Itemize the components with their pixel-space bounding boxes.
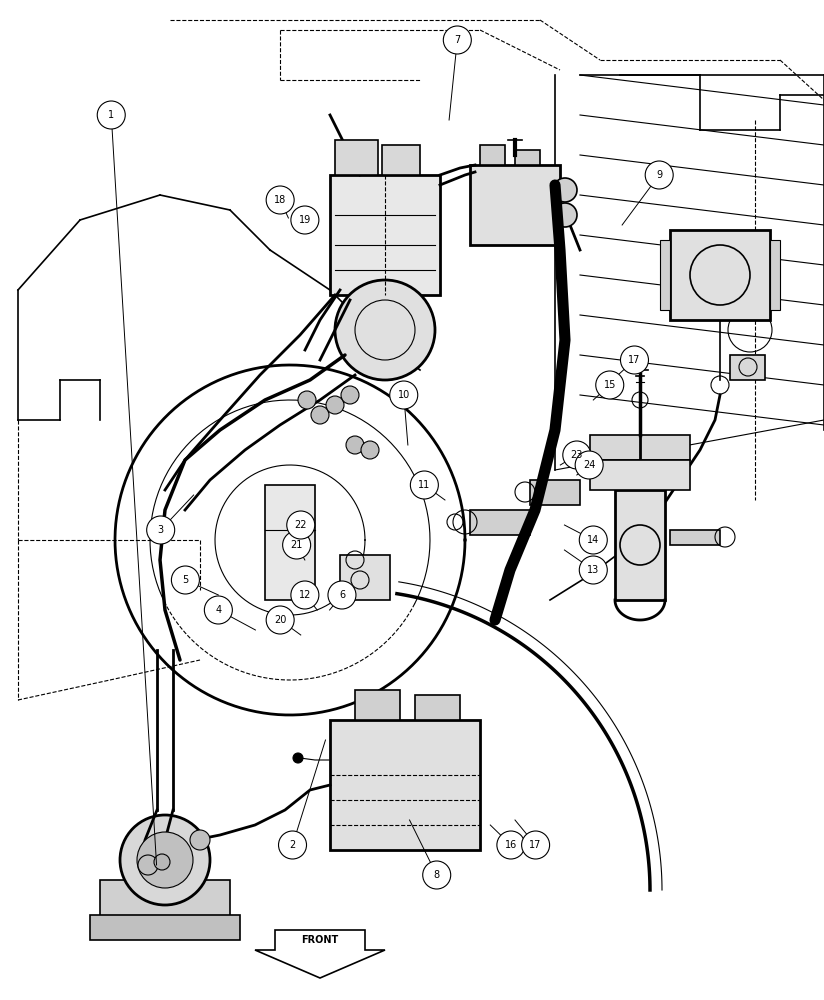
Polygon shape (90, 915, 240, 940)
Polygon shape (730, 355, 765, 380)
Text: 3: 3 (157, 525, 164, 535)
Text: 6: 6 (339, 590, 345, 600)
Circle shape (645, 161, 673, 189)
Text: 13: 13 (588, 565, 599, 575)
Polygon shape (670, 230, 770, 320)
Polygon shape (660, 240, 670, 310)
Text: 24: 24 (583, 460, 596, 470)
Circle shape (328, 581, 356, 609)
Text: 8: 8 (433, 870, 440, 880)
Circle shape (138, 855, 158, 875)
Text: 16: 16 (505, 840, 517, 850)
Polygon shape (590, 435, 690, 460)
Circle shape (293, 753, 303, 763)
Circle shape (423, 861, 451, 889)
Text: 11: 11 (419, 480, 430, 490)
Polygon shape (355, 690, 400, 720)
Text: 19: 19 (299, 215, 311, 225)
Text: 7: 7 (454, 35, 461, 45)
Circle shape (335, 280, 435, 380)
Text: 17: 17 (628, 355, 641, 365)
Polygon shape (265, 485, 315, 600)
Circle shape (575, 451, 603, 479)
Circle shape (97, 101, 125, 129)
Text: 1: 1 (108, 110, 115, 120)
Polygon shape (530, 480, 580, 505)
Polygon shape (255, 930, 385, 978)
Circle shape (326, 396, 344, 414)
Circle shape (287, 511, 315, 539)
Polygon shape (670, 530, 720, 545)
Circle shape (279, 831, 307, 859)
Circle shape (522, 831, 550, 859)
Polygon shape (770, 240, 780, 310)
Text: 5: 5 (182, 575, 189, 585)
Text: 14: 14 (588, 535, 599, 545)
Circle shape (298, 391, 316, 409)
Circle shape (346, 436, 364, 454)
Polygon shape (330, 720, 480, 850)
Circle shape (553, 178, 577, 202)
Text: 22: 22 (294, 520, 307, 530)
Circle shape (311, 406, 329, 424)
Circle shape (190, 830, 210, 850)
Text: 23: 23 (570, 450, 583, 460)
Circle shape (204, 596, 232, 624)
Text: 9: 9 (656, 170, 662, 180)
Circle shape (579, 526, 607, 554)
Text: 18: 18 (274, 195, 286, 205)
Circle shape (410, 471, 438, 499)
Text: 4: 4 (215, 605, 222, 615)
Polygon shape (100, 880, 230, 920)
Circle shape (390, 381, 418, 409)
Circle shape (443, 26, 471, 54)
Polygon shape (470, 165, 560, 245)
Polygon shape (590, 460, 690, 490)
Polygon shape (515, 150, 540, 165)
Polygon shape (615, 490, 665, 600)
Circle shape (596, 371, 624, 399)
Circle shape (497, 831, 525, 859)
Polygon shape (340, 555, 390, 600)
Text: 12: 12 (298, 590, 311, 600)
Circle shape (361, 441, 379, 459)
Circle shape (341, 386, 359, 404)
Circle shape (553, 203, 577, 227)
Circle shape (266, 186, 294, 214)
Text: 17: 17 (529, 840, 542, 850)
Circle shape (291, 581, 319, 609)
Circle shape (147, 516, 175, 544)
Text: FRONT: FRONT (302, 935, 339, 945)
Circle shape (137, 832, 193, 888)
Polygon shape (480, 145, 505, 165)
Circle shape (154, 854, 170, 870)
Circle shape (283, 531, 311, 559)
Circle shape (579, 556, 607, 584)
Circle shape (620, 346, 648, 374)
Text: 15: 15 (603, 380, 616, 390)
Polygon shape (330, 175, 440, 295)
Text: 21: 21 (290, 540, 303, 550)
Polygon shape (335, 140, 378, 175)
Circle shape (120, 815, 210, 905)
Circle shape (266, 606, 294, 634)
Text: 10: 10 (398, 390, 410, 400)
Circle shape (291, 206, 319, 234)
Text: 2: 2 (289, 840, 296, 850)
Polygon shape (470, 510, 530, 535)
Polygon shape (382, 145, 420, 175)
Circle shape (563, 441, 591, 469)
Circle shape (171, 566, 199, 594)
Polygon shape (415, 695, 460, 720)
Text: 20: 20 (274, 615, 287, 625)
